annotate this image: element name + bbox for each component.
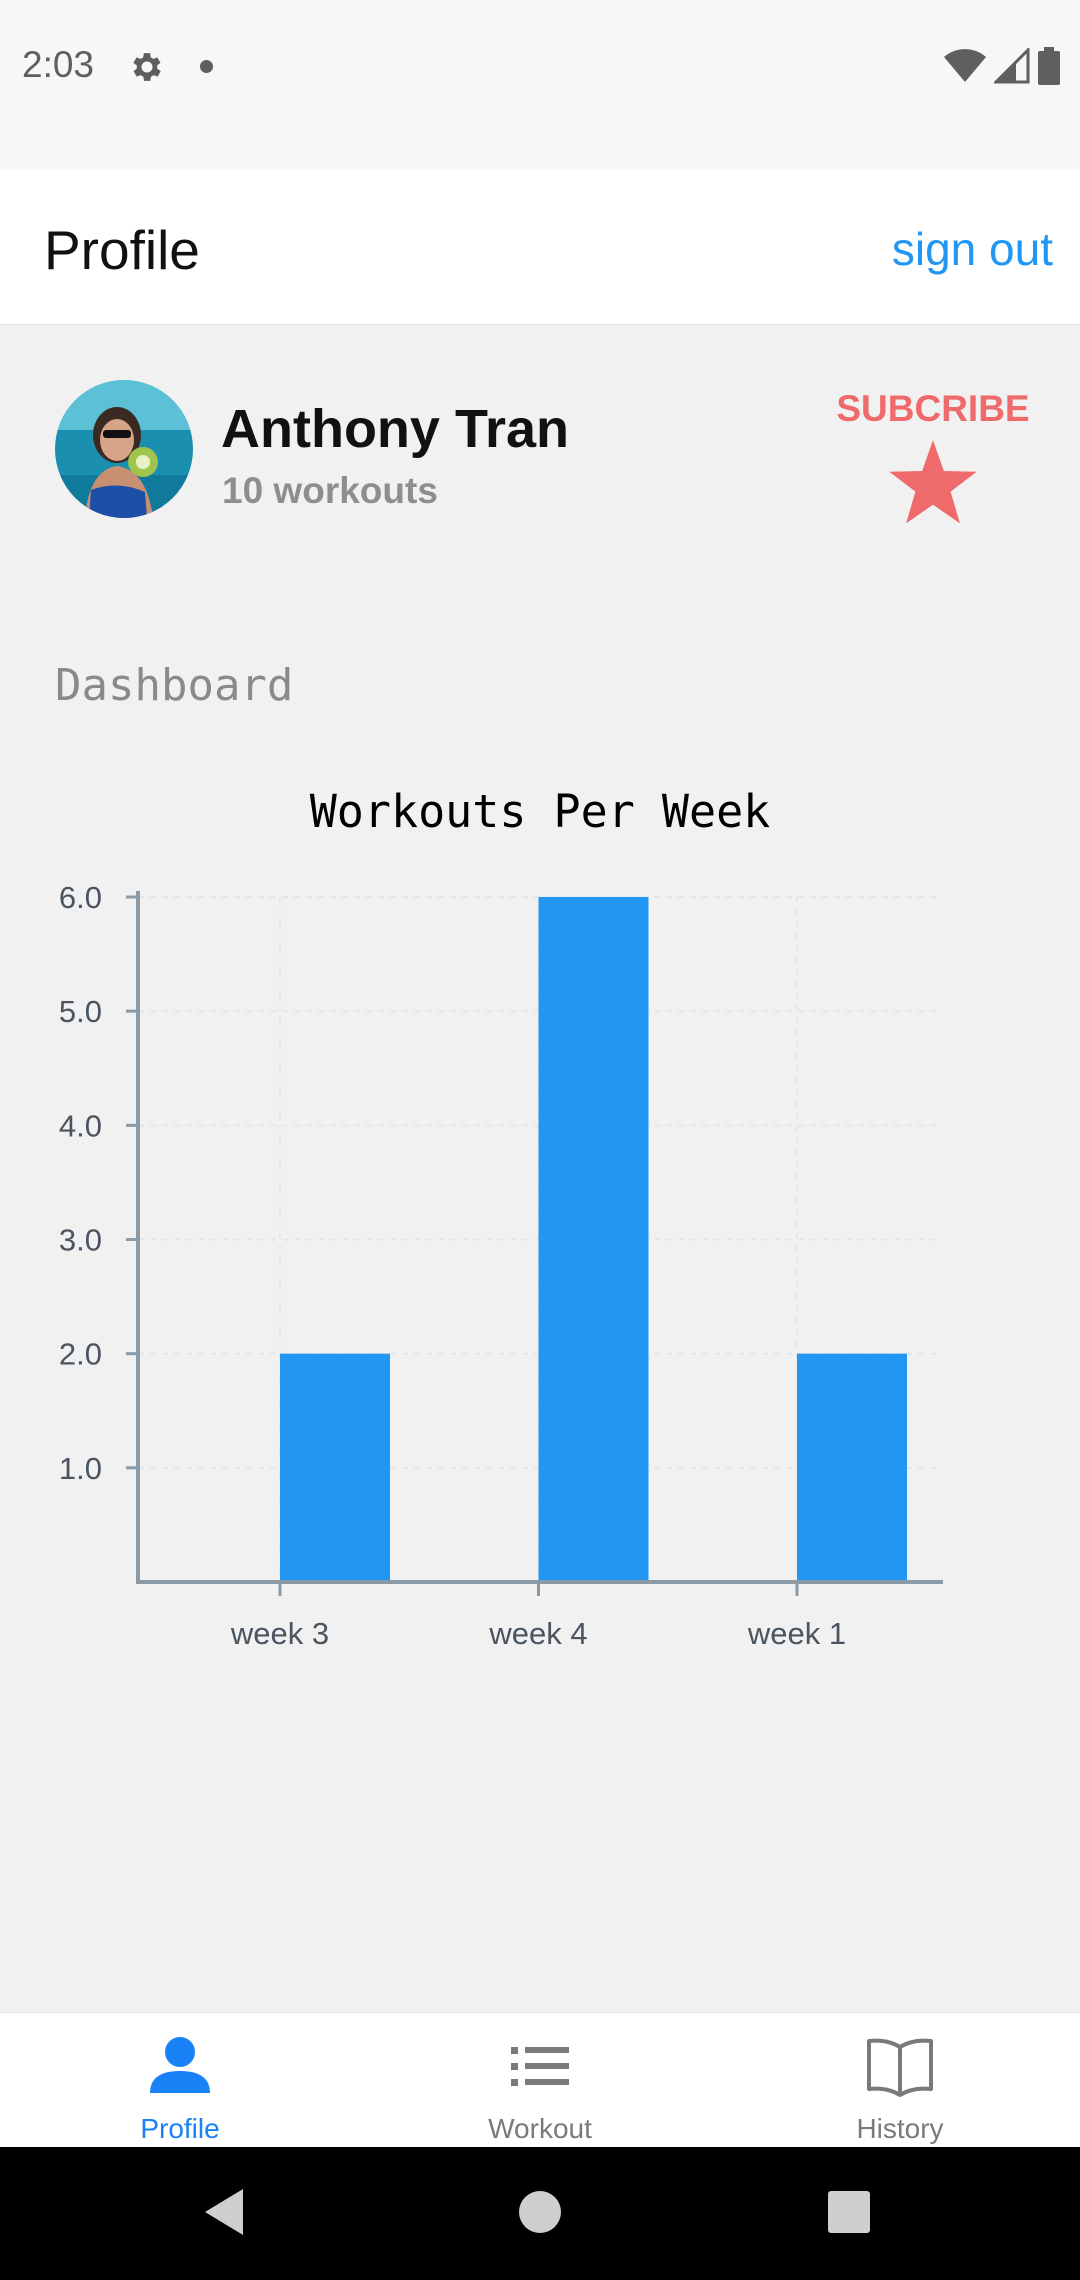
y-tick-label: 3.0 [59,1223,102,1258]
book-icon [867,2038,933,2097]
list-icon [511,2047,569,2086]
bar-week-3 [280,1353,390,1582]
nav-label-workout: Workout [488,2113,592,2144]
bar-week-1 [797,1353,907,1582]
workouts-per-week-chart: Workouts Per Week 1.0 2.0 3.0 4.0 5.0 6.0 wee… [59,785,943,1651]
x-tick-label: week 4 [488,1616,587,1651]
nav-label-history: History [856,2113,944,2144]
signal-icon [994,48,1030,84]
person-icon [150,2037,210,2093]
y-tick-label: 4.0 [59,1108,102,1143]
system-nav-bar [0,2147,1080,2280]
bar-week-4 [538,897,649,1582]
subscribe-label: SUBCRIBE [836,388,1030,429]
y-tick-label: 6.0 [59,880,102,915]
settings-gear-icon [133,53,161,81]
chart-title: Workouts Per Week [310,785,771,838]
workout-count: 10 workouts [222,470,438,511]
x-tick-label: week 1 [747,1616,846,1651]
avatar [55,380,193,518]
bottom-nav: Profile Workout History [0,2012,1080,2147]
nav-tab-profile[interactable]: Profile [0,2013,360,2148]
y-tick-label: 5.0 [59,994,102,1029]
wifi-icon [944,49,986,82]
recents-icon[interactable] [828,2191,870,2233]
nav-tab-workout[interactable]: Workout [360,2013,720,2148]
app-header: Profile sign out [0,170,1080,325]
battery-icon [1038,47,1060,85]
nav-label-profile: Profile [140,2113,220,2144]
y-tick-label: 2.0 [59,1337,102,1372]
y-tick-label: 1.0 [59,1451,102,1486]
status-indicators [944,46,1060,86]
star-icon [889,440,977,524]
back-icon[interactable] [205,2189,245,2235]
sign-out-link[interactable]: sign out [891,223,1053,275]
status-time: 2:03 [22,44,95,85]
avatar-photo-icon [55,380,193,518]
home-icon[interactable] [518,2190,562,2234]
x-tick-label: week 3 [230,1616,329,1651]
subscribe-button[interactable]: SUBCRIBE [830,380,1036,530]
nav-tab-history[interactable]: History [720,2013,1080,2148]
notification-dot-icon [200,60,213,73]
page-title: Profile [44,219,200,281]
status-bar: 2:03 [0,0,1080,170]
dashboard-heading: Dashboard [55,660,294,711]
user-name: Anthony Tran [221,399,569,459]
